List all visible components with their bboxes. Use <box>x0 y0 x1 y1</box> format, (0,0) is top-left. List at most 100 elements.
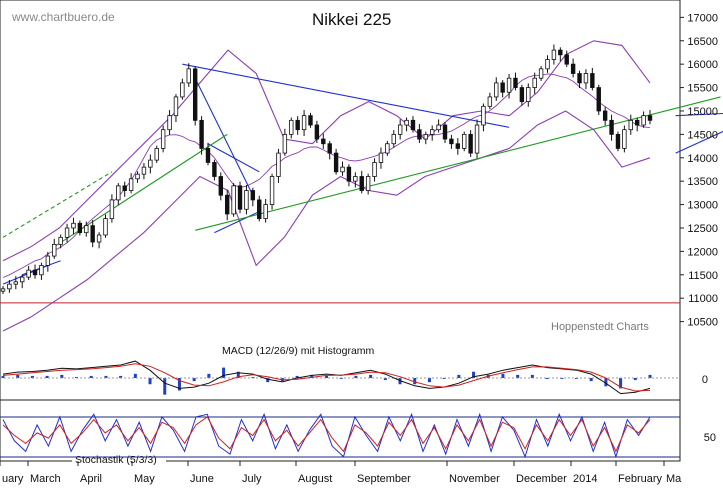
y-tick-label: 17000 <box>687 12 718 24</box>
macd-histogram-bar <box>60 374 64 378</box>
macd-histogram-bar <box>89 375 93 378</box>
candle-body <box>551 49 557 60</box>
candle-body <box>167 115 172 131</box>
candle-body <box>314 124 320 140</box>
candle-body <box>423 133 428 140</box>
trendline-layer <box>2 63 723 285</box>
macd-histogram-bar <box>45 375 49 378</box>
macd-histogram-bar <box>604 378 608 387</box>
y-tick-label: 13000 <box>687 200 718 212</box>
bollinger-upper <box>2 40 651 262</box>
candle-body <box>263 204 268 220</box>
trend-line <box>182 63 510 128</box>
candle-body <box>180 82 185 98</box>
candle-body <box>417 129 422 140</box>
candle-body <box>545 59 550 70</box>
candle-body <box>116 185 121 201</box>
stoch-label: Stochastik (5/3/3) <box>75 454 157 466</box>
candle-body <box>45 255 51 266</box>
macd-histogram-bar <box>119 375 123 378</box>
candle-body <box>26 269 31 278</box>
candle-body <box>436 124 441 131</box>
candle-body <box>596 87 601 112</box>
macd-histogram-bar <box>530 374 534 378</box>
x-tick-label: Ma <box>666 473 682 485</box>
watermark: www.chartbuero.de <box>11 10 115 24</box>
candle-body <box>532 77 537 88</box>
candle-body <box>141 166 147 175</box>
macd-histogram-bar <box>427 378 431 383</box>
candle-body <box>519 87 525 103</box>
candle-body <box>186 68 191 84</box>
bollinger-lower <box>2 110 651 332</box>
candle-body <box>327 143 332 154</box>
candle-body <box>71 222 76 229</box>
candle-body <box>602 110 608 121</box>
trend-line <box>2 171 113 238</box>
macd-histogram-bar <box>516 374 520 378</box>
macd-histogram-bar <box>163 378 167 395</box>
macd-histogram-bar <box>633 378 637 381</box>
y-tick-label: 11500 <box>688 270 718 282</box>
candle-body <box>295 119 300 131</box>
candle-body <box>506 77 512 93</box>
macd-histogram-bar <box>251 376 255 378</box>
candle-body <box>250 190 256 201</box>
candle-body <box>32 269 38 276</box>
macd-histogram-bar <box>369 374 373 378</box>
trend-line <box>53 133 228 248</box>
candle-body <box>583 73 589 84</box>
x-tick-label: March <box>30 473 61 485</box>
x-tick-label: June <box>190 473 214 485</box>
candle-body <box>558 49 563 56</box>
macd-histogram-bar <box>222 367 226 378</box>
trend-line <box>675 130 723 154</box>
macd-histogram-bar <box>295 375 299 378</box>
x-tick-label: August <box>298 473 332 485</box>
macd-histogram-bar <box>545 378 549 380</box>
candle-body <box>205 148 211 163</box>
candle-body <box>212 162 217 177</box>
x-axis: uary March April May June July August September… <box>0 461 682 485</box>
candle-body <box>500 82 505 93</box>
macd-label: MACD (12/26/9) mit Histogramm <box>222 345 375 357</box>
macd-histogram-bar <box>75 376 79 378</box>
stoch-tick: 50 <box>704 432 716 444</box>
candle-layer <box>0 44 653 294</box>
candle-body <box>410 119 416 131</box>
x-tick-label: 2014 <box>573 473 597 485</box>
candle-body <box>577 73 582 84</box>
candle-body <box>455 143 461 149</box>
x-tick-label: February <box>618 473 663 485</box>
macd-histogram-bar <box>472 371 476 378</box>
y-tick-label: 13500 <box>687 176 718 188</box>
y-tick-label: 14500 <box>687 129 718 141</box>
candle-body <box>378 152 384 163</box>
y-tick-label: 12000 <box>687 246 718 258</box>
trend-line <box>207 143 260 173</box>
candle-body <box>494 82 499 98</box>
candle-body <box>308 115 313 126</box>
candle-body <box>333 152 339 173</box>
candle-body <box>481 105 486 126</box>
candle-body <box>225 194 230 215</box>
candle-body <box>90 225 95 243</box>
candle-body <box>96 234 102 243</box>
candle-body <box>237 185 243 210</box>
y-tick-label: 14000 <box>687 153 718 165</box>
candle-body <box>429 129 435 135</box>
candle-body <box>289 119 294 135</box>
candle-body <box>647 115 653 121</box>
candle-body <box>641 115 646 126</box>
candle-body <box>109 199 115 220</box>
macd-histogram-bar <box>16 374 20 378</box>
candle-body <box>391 133 396 145</box>
y-tick-label: 16000 <box>687 59 718 71</box>
candle-body <box>609 119 614 135</box>
candle-body <box>404 119 409 126</box>
candle-body <box>372 162 377 177</box>
macd-histogram-bar <box>648 374 652 378</box>
candle-body <box>218 176 224 196</box>
candle-body <box>269 176 275 205</box>
